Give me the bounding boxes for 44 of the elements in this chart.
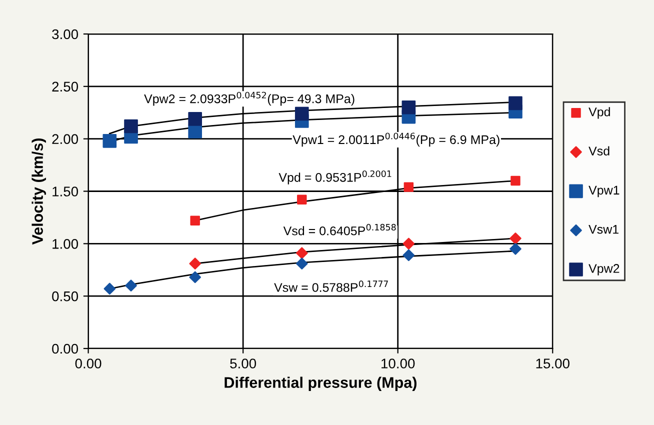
point [189,258,201,270]
y-tick-label: 2.50 [52,82,78,92]
legend-label: Vpw2 [588,264,620,276]
point [510,176,520,186]
point [188,112,202,126]
x-tick-label: 5.00 [230,358,256,368]
legend-label: Vpw1 [588,186,620,198]
y-axis-title: Velocity (km/s) [32,138,46,245]
point [104,282,116,295]
point [508,96,522,110]
y-tick-label: 1.00 [52,239,78,249]
legend-label: Vsd [588,146,610,156]
point [510,232,522,244]
y-tick-label: 0.00 [52,344,78,354]
y-tick-label: 1.50 [52,186,78,196]
legend-label: Vpd [588,107,610,119]
point [510,243,522,255]
point [190,216,200,226]
annotation: Vpw2 = 2.0933P$^{0.0452}$(Pp= 49.3 MPa) [144,92,354,106]
point [297,194,307,204]
point [402,100,416,114]
annotation: Vsd = 0.6405P$^{0.1858}$ [283,224,396,236]
point [124,119,138,134]
point [402,238,415,250]
point [294,106,309,121]
annotation: Vsw = 0.5788P$^{0.1777}$ [274,280,388,292]
legend-label: Vsw1 [588,225,618,234]
point [296,258,308,270]
y-tick-label: 0.50 [52,291,78,302]
point [125,280,137,292]
x-axis-title: Differential pressure (Mpa) [224,376,416,391]
point [404,182,414,192]
annotation: Vpw1 = 2.0011P$^{0.0446}$(Pp = 6.9 MPa) [292,132,500,147]
annotation: Vpd = 0.9531P$^{0.2001}$ [278,170,392,184]
point [102,134,117,148]
point [296,247,308,259]
point [188,124,202,138]
y-tick-label: 2.00 [52,134,78,144]
y-tick-label: 3.00 [52,29,78,40]
point [402,249,415,262]
point [189,271,201,284]
x-tick-label: 10.00 [382,358,415,368]
x-tick-label: 0.00 [75,358,102,368]
x-tick-label: 15.00 [536,358,570,368]
